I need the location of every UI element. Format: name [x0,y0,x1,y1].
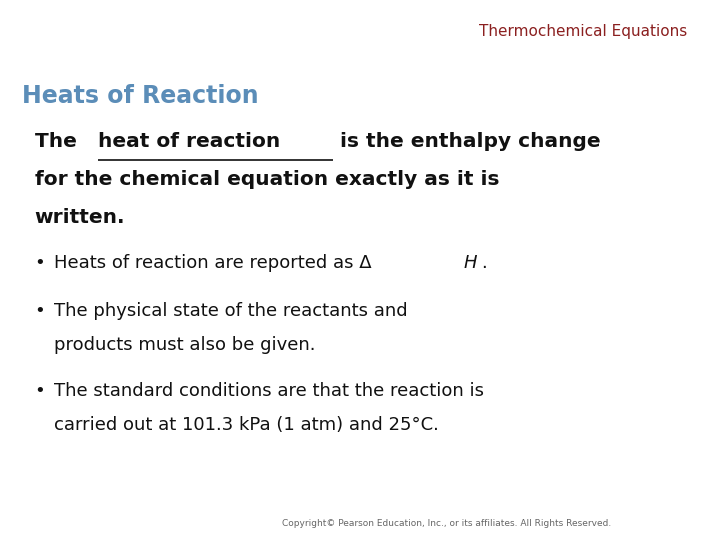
Text: H: H [464,254,477,272]
Text: is the enthalpy change: is the enthalpy change [333,132,600,151]
Text: for the chemical equation exactly as it is: for the chemical equation exactly as it … [35,170,499,189]
Text: carried out at 101.3 kPa (1 atm) and 25°C.: carried out at 101.3 kPa (1 atm) and 25°… [54,416,439,434]
Text: Thermochemical Equations: Thermochemical Equations [480,24,688,39]
Text: The standard conditions are that the reaction is: The standard conditions are that the rea… [54,382,484,400]
Text: Copyright© Pearson Education, Inc., or its affiliates. All Rights Reserved.: Copyright© Pearson Education, Inc., or i… [282,519,611,528]
Text: Heats of Reaction: Heats of Reaction [22,84,258,107]
Text: written.: written. [35,208,125,227]
Text: heat of reaction: heat of reaction [98,132,280,151]
Text: The: The [35,132,84,151]
Text: .: . [481,254,487,272]
Text: •: • [35,302,45,320]
Text: products must also be given.: products must also be given. [54,336,315,354]
Text: •: • [35,382,45,400]
Text: The physical state of the reactants and: The physical state of the reactants and [54,302,408,320]
Text: Heats of reaction are reported as Δ: Heats of reaction are reported as Δ [54,254,372,272]
Text: •: • [35,254,45,272]
